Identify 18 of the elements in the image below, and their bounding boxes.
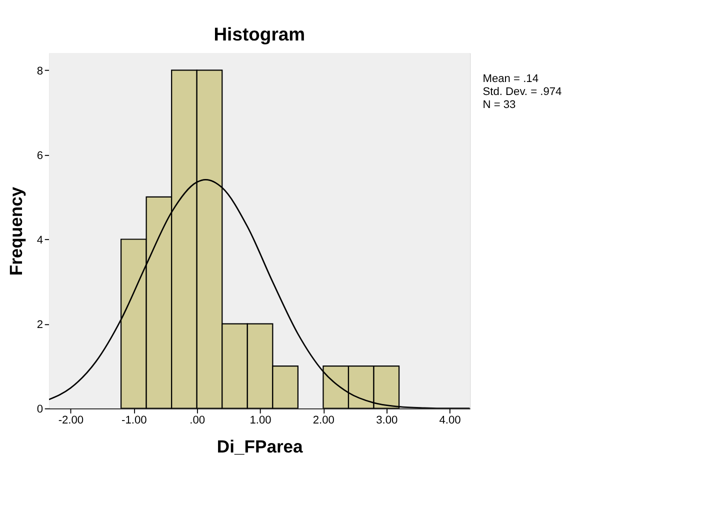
x-tick-label: -1.00 [122, 414, 147, 427]
y-tick-label: 6 [36, 150, 44, 162]
x-tick-label: 4.00 [439, 414, 461, 427]
x-tick-label: 1.00 [250, 414, 272, 427]
x-tick-label: -2.00 [58, 414, 84, 427]
x-axis-title: Di_FParea [216, 436, 304, 456]
x-tick-label: 2.00 [312, 414, 334, 427]
y-tick-label: 8 [36, 65, 44, 78]
text: N = 33 [482, 98, 516, 111]
x-tick-label: .00 [190, 414, 206, 427]
text: Std. Dev. = .974 [482, 86, 562, 98]
y-axis-title: Frequency [6, 186, 26, 276]
x-tick-label: 3.00 [376, 414, 398, 427]
y-tick-label: 0 [36, 404, 44, 416]
y-tick-label: 2 [36, 318, 44, 331]
chart-title: Histogram [214, 23, 306, 44]
y-tick-label: 4 [36, 234, 44, 246]
text: Mean = .14 [482, 72, 538, 85]
